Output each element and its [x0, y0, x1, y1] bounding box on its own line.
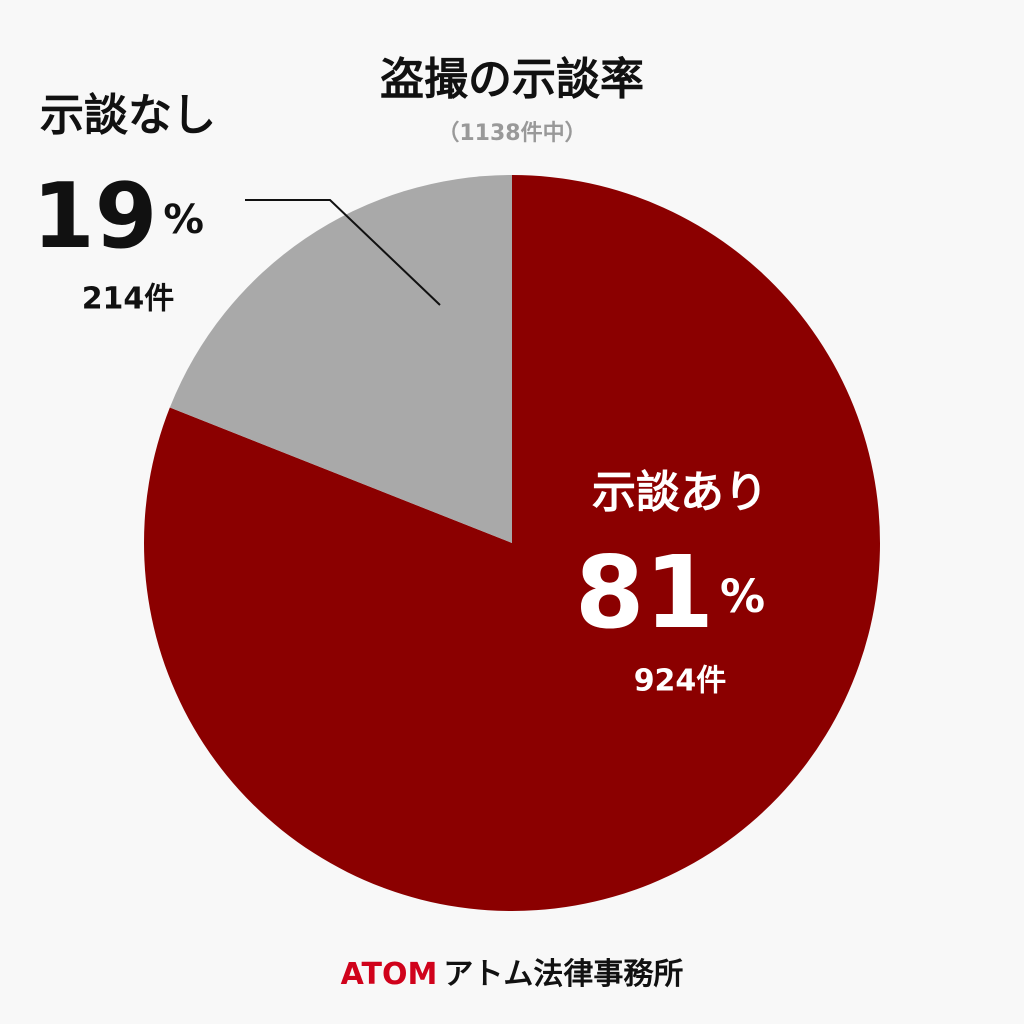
footer-brand: ATOM	[341, 957, 438, 992]
leader-line	[245, 199, 441, 306]
count-label: 924件	[634, 664, 727, 699]
chart-title: 盗撮の示談率	[380, 54, 644, 105]
footer: ATOM アトム法律事務所	[341, 957, 684, 992]
chart-subtitle: （1138件中）	[437, 121, 586, 146]
category-label: 示談あり	[592, 467, 768, 518]
category-label: 示談なし	[40, 90, 216, 141]
footer-name: アトム法律事務所	[443, 957, 683, 992]
count-label: 214件	[82, 282, 175, 317]
percent-value: 81	[575, 534, 714, 651]
percent-label: 81%	[575, 534, 765, 651]
percent-unit: %	[720, 570, 765, 623]
pie	[143, 175, 880, 912]
percent-unit: %	[163, 195, 204, 243]
pie-slice	[169, 175, 512, 543]
percent-label: 19%	[32, 164, 204, 269]
percent-value: 19	[32, 164, 157, 269]
